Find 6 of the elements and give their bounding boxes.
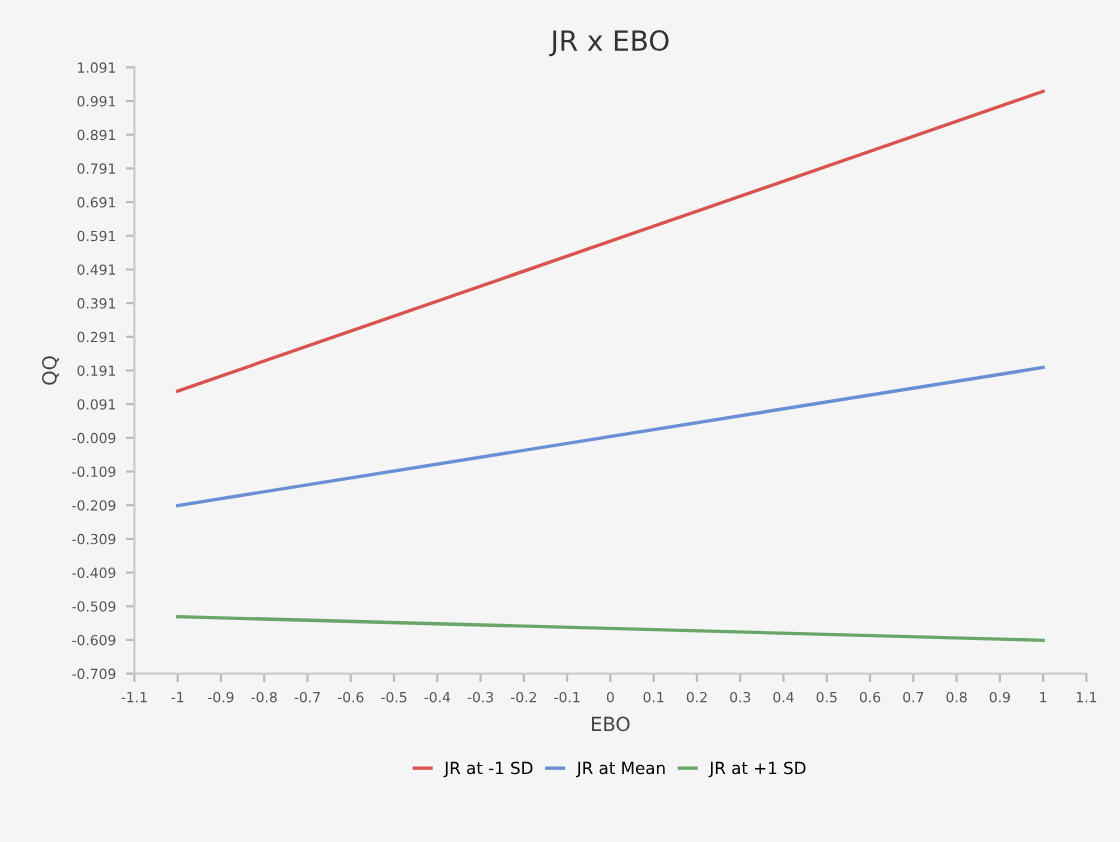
legend-label: JR at +1 SD	[708, 761, 806, 778]
legend-label: JR at -1 SD	[443, 761, 533, 778]
legend-label: JR at Mean	[575, 761, 665, 778]
x-axis-title: EBO	[592, 716, 630, 732]
chart-title: JR x EBO	[549, 30, 669, 57]
y-axis-title: QQ	[41, 356, 59, 385]
